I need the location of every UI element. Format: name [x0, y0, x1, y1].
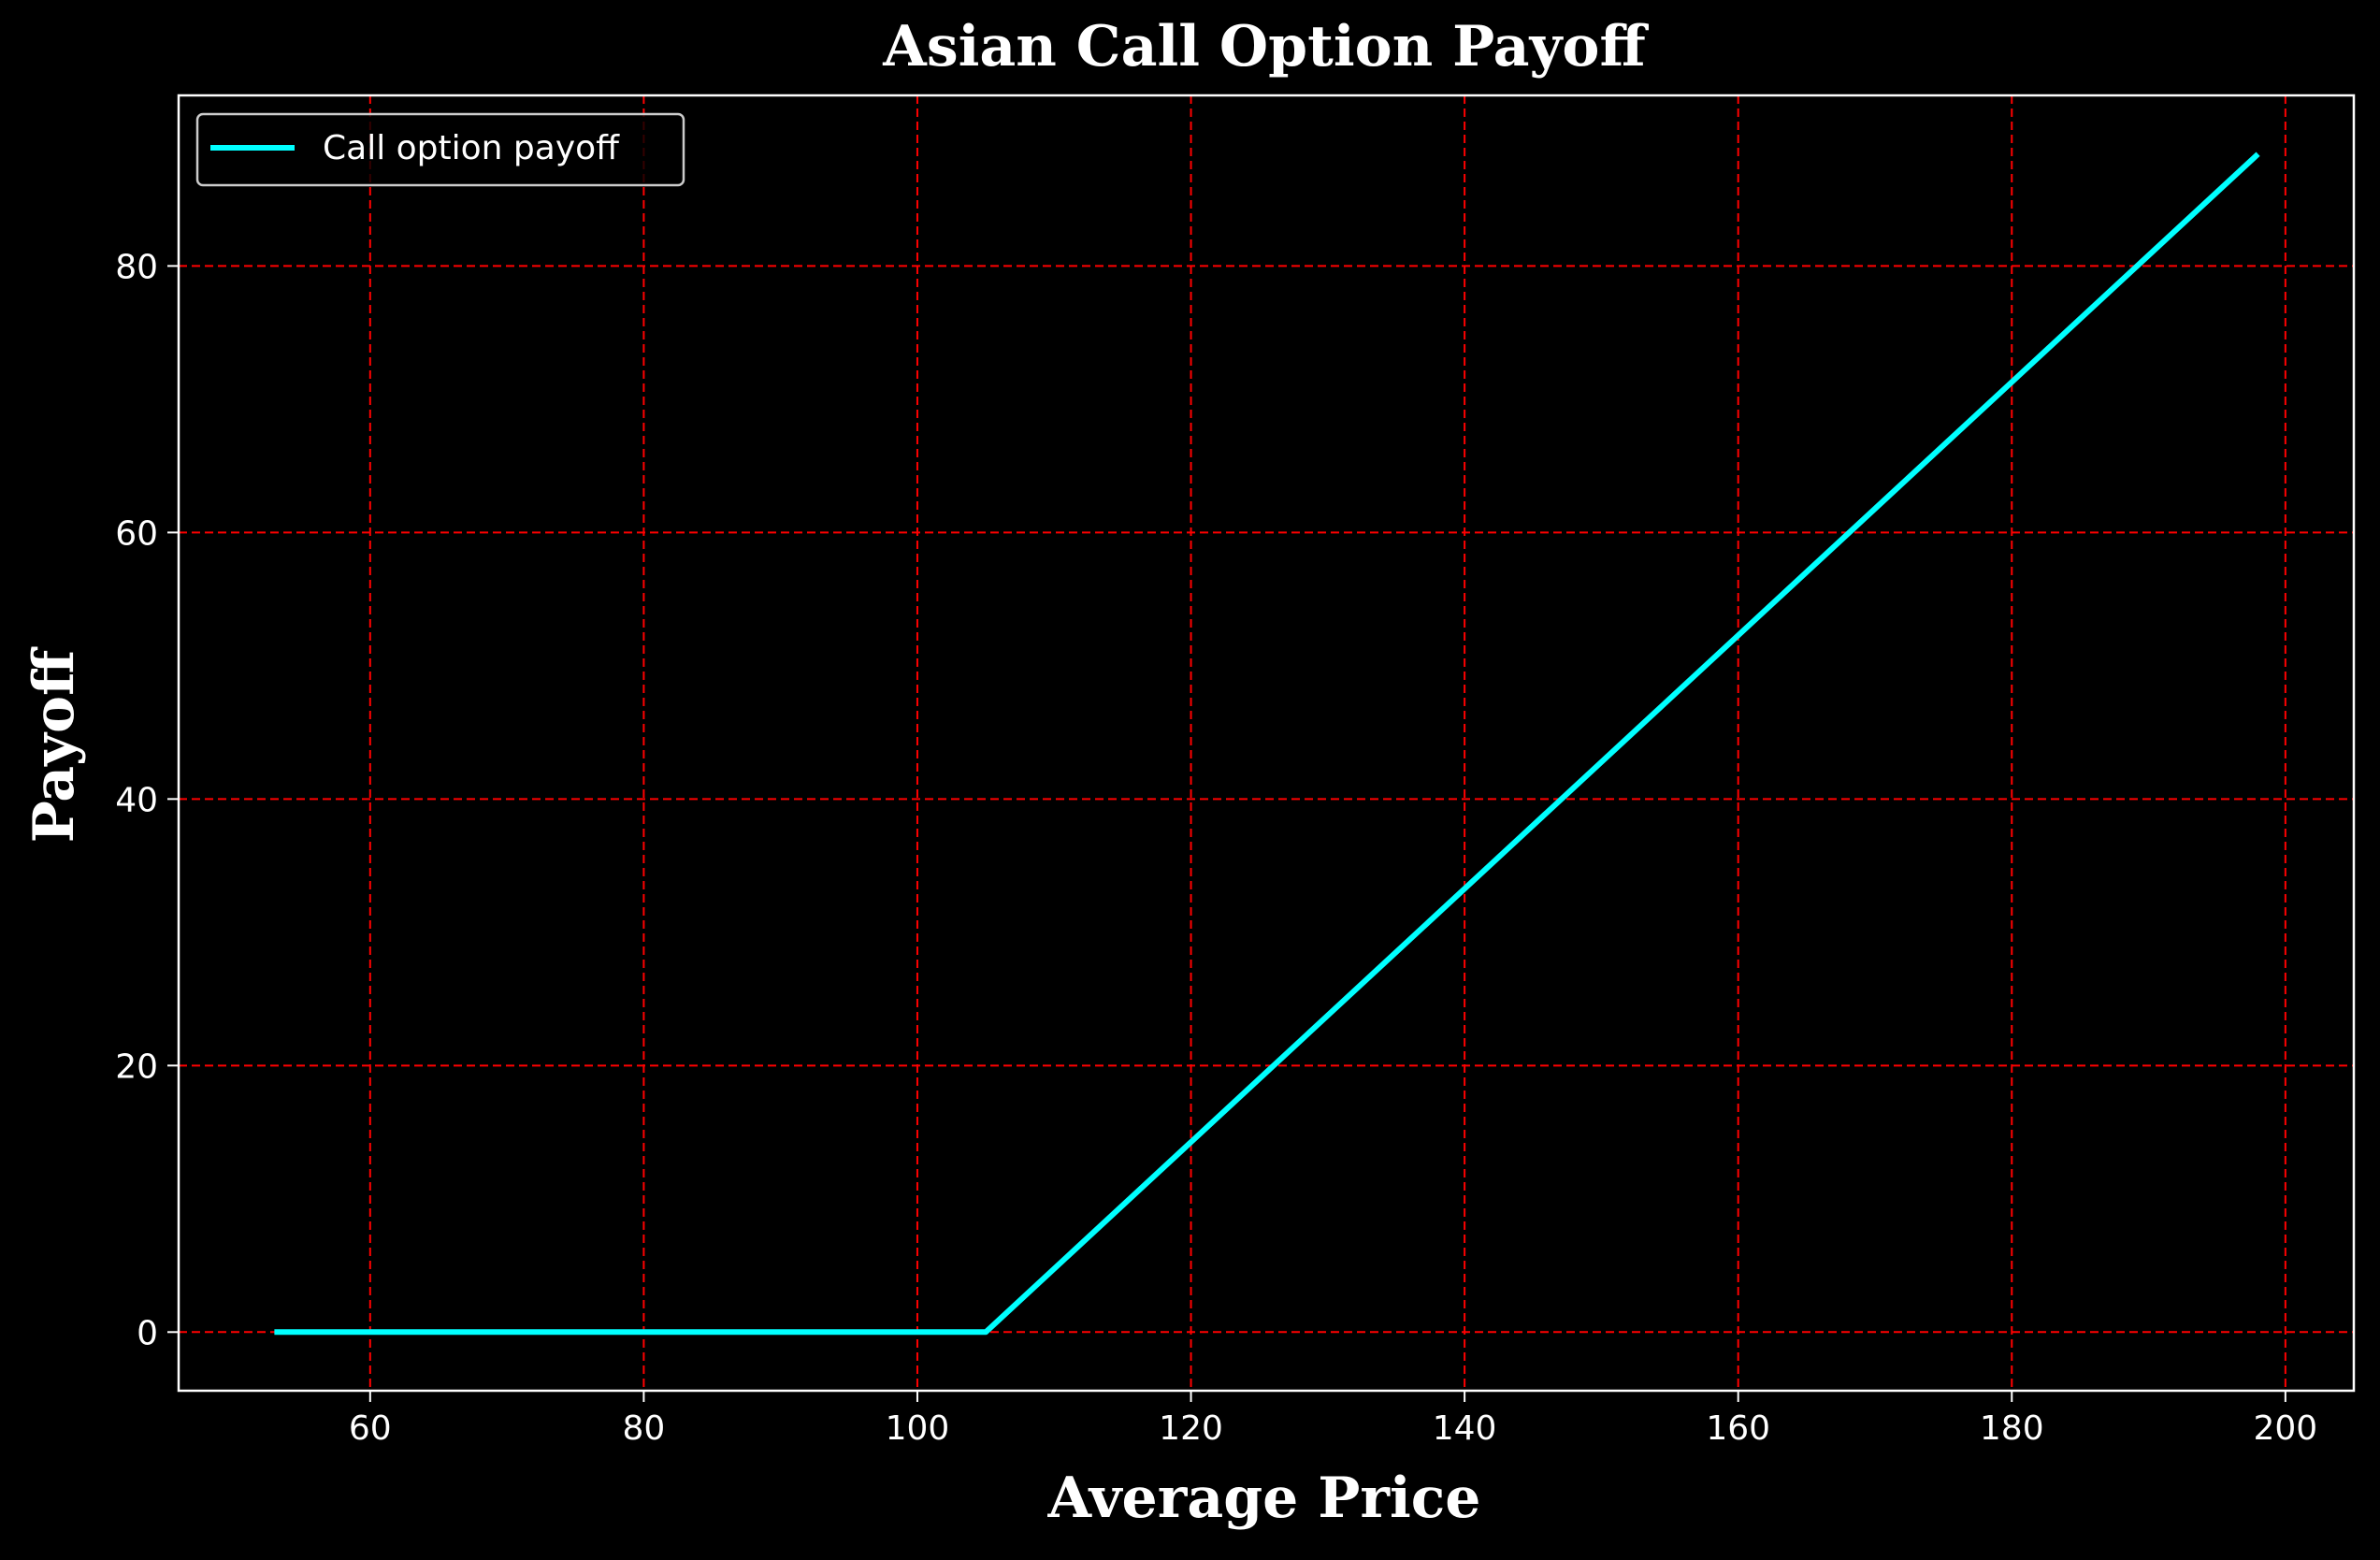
x-tick-label: 140: [1433, 1409, 1497, 1448]
series-line-call-option-payoff: [274, 152, 2260, 1336]
y-axis-label: Payoff: [22, 646, 87, 843]
y-tick-label: 80: [115, 248, 158, 286]
y-tick-label: 60: [115, 514, 158, 553]
legend-box: [195, 112, 685, 187]
y-tick-label: 0: [137, 1314, 158, 1352]
x-tick-label: 120: [1159, 1409, 1223, 1448]
plot-frame: [177, 94, 2356, 1393]
legend: Call option payoff: [195, 112, 685, 187]
y-tick-label: 40: [115, 781, 158, 819]
y-tick-label: 20: [115, 1047, 158, 1086]
x-tick-label: 60: [349, 1409, 392, 1448]
x-tick-label: 160: [1706, 1409, 1770, 1448]
x-tick-label: 80: [622, 1409, 665, 1448]
x-axis-label: Average Price: [1047, 1466, 1481, 1531]
x-tick-label: 100: [886, 1409, 950, 1448]
legend-label: Call option payoff: [323, 129, 620, 167]
chart-title: Asian Call Option Payoff: [882, 14, 1649, 79]
x-tick-label: 200: [2253, 1409, 2317, 1448]
series-layer: [274, 152, 2260, 1336]
x-tick-label: 180: [1980, 1409, 2044, 1448]
grid: [179, 95, 2354, 1391]
axis-ticks: 60 80 100 120 140 160 180 200 0 20 40 60 80: [115, 248, 2317, 1448]
